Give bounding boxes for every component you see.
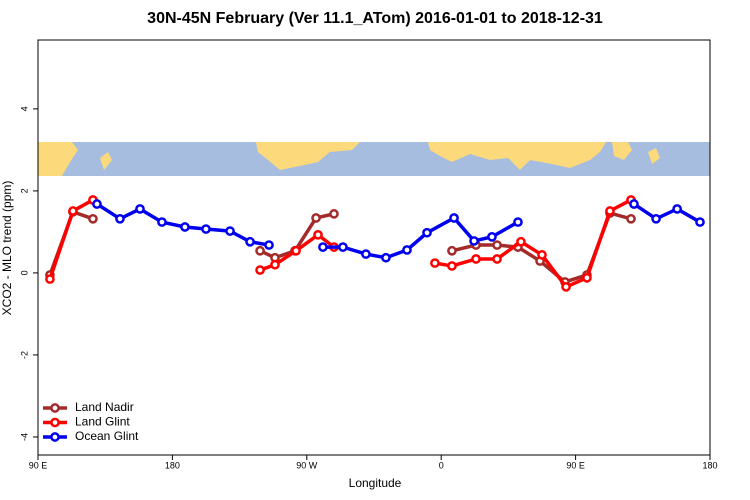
point (361, 249, 371, 259)
point (582, 272, 592, 283)
point (270, 259, 280, 270)
y-axis-label: XCO2 - MLO trend (ppm) (0, 181, 14, 316)
point (68, 206, 78, 216)
point (264, 240, 274, 250)
point (157, 217, 167, 227)
point (471, 254, 481, 264)
point (492, 240, 502, 250)
point (672, 204, 682, 214)
point (180, 222, 190, 232)
point (492, 254, 502, 264)
point (605, 206, 615, 216)
point (695, 217, 705, 227)
point (487, 231, 497, 242)
point (381, 252, 391, 263)
point (255, 265, 265, 275)
point (516, 236, 526, 247)
point (245, 236, 255, 247)
point (338, 242, 348, 252)
plot-frame (37, 39, 711, 456)
legend-marker (50, 403, 60, 413)
point (88, 213, 98, 224)
x-tick-label: 90 E (29, 460, 48, 470)
point (422, 227, 432, 238)
point (115, 213, 125, 224)
point (45, 274, 55, 284)
x-tick-label: 90 E (566, 460, 585, 470)
legend-label: Land Glint (75, 415, 130, 429)
y-tick-label: 4 (19, 106, 29, 111)
point (402, 245, 412, 255)
point (255, 245, 265, 256)
map-band (38, 142, 710, 176)
y-tick-label: 2 (19, 188, 29, 193)
x-tick-label: 90 W (296, 460, 318, 470)
point (513, 217, 523, 227)
point (626, 213, 636, 224)
x-tick-label: 180 (165, 460, 180, 470)
point (447, 261, 457, 271)
point (92, 199, 102, 209)
legend-label: Ocean Glint (75, 429, 139, 443)
legend-label: Land Nadir (75, 400, 134, 414)
point (537, 250, 547, 260)
point (225, 226, 235, 236)
chart-title: 30N-45N February (Ver 11.1_ATom) 2016-01… (147, 10, 603, 27)
point (629, 199, 639, 209)
x-tick-label: 0 (439, 460, 444, 470)
point (311, 213, 321, 223)
y-tick-label: -4 (19, 433, 29, 441)
legend-marker (50, 417, 60, 428)
x-axis-label: Longitude (349, 476, 402, 490)
point (561, 282, 571, 292)
point (430, 258, 440, 268)
point (329, 209, 339, 219)
y-tick-label: -2 (19, 351, 29, 359)
x-tick-label: 180 (702, 460, 717, 470)
point (469, 236, 479, 246)
point (449, 213, 459, 223)
point (135, 204, 145, 214)
point (318, 242, 328, 252)
point (291, 245, 301, 256)
point (447, 245, 457, 256)
point (201, 224, 211, 234)
y-tick-label: 0 (19, 270, 29, 275)
point (651, 213, 661, 224)
legend-marker (50, 432, 60, 442)
point (313, 229, 323, 240)
